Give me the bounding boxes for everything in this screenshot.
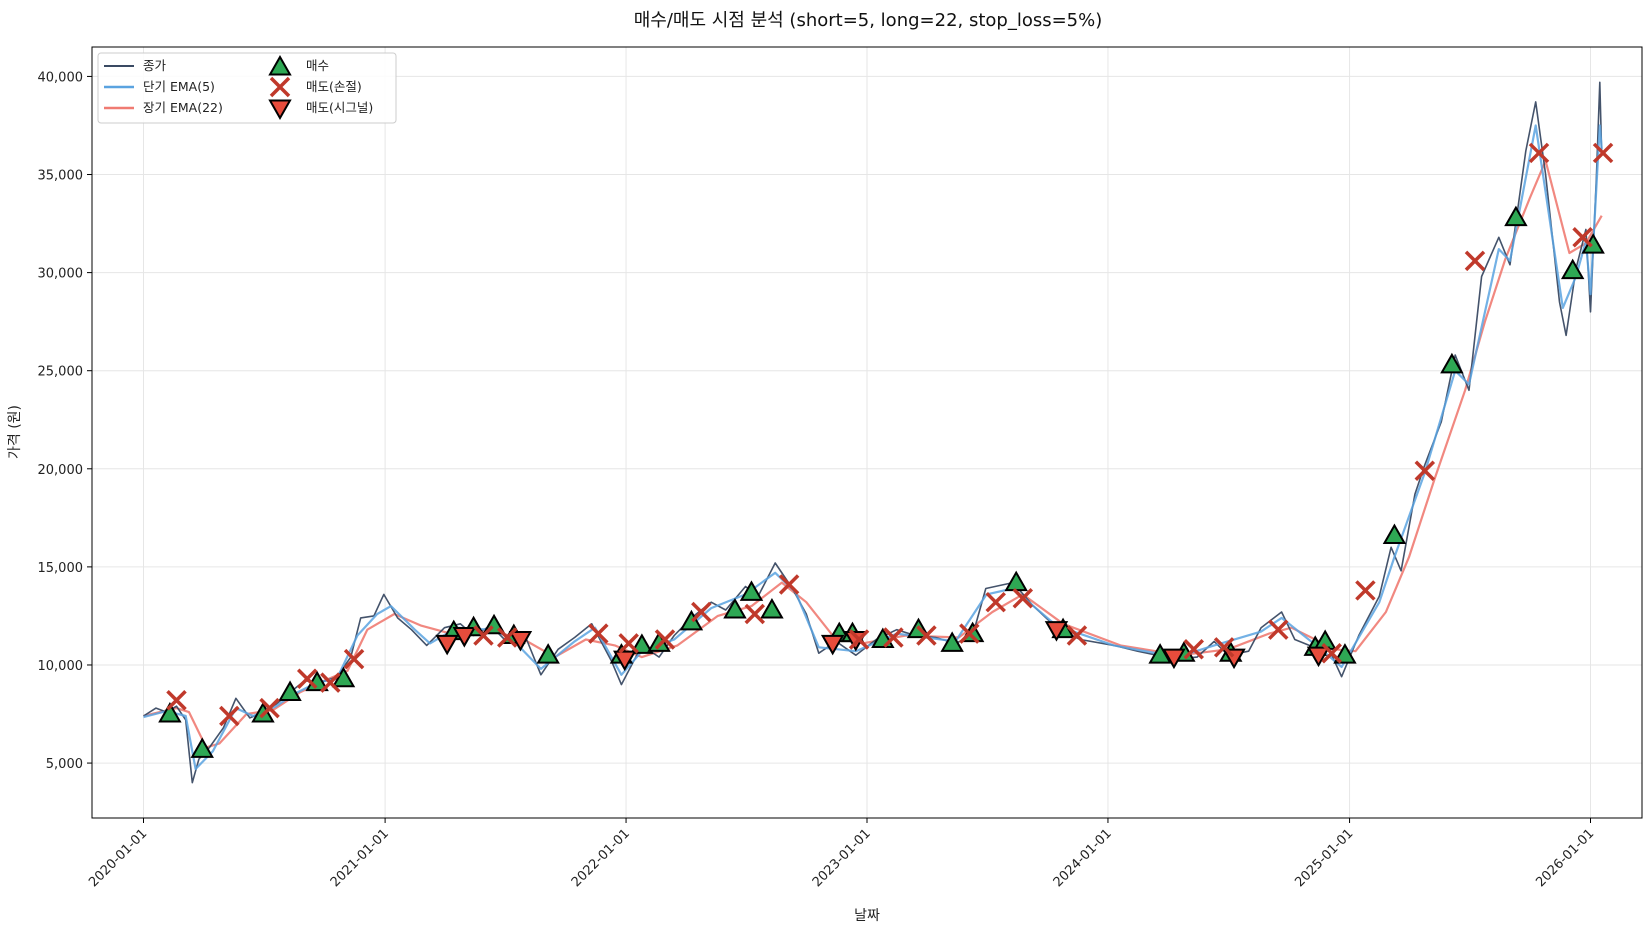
sell-signal-marker	[1162, 648, 1186, 670]
sell-signal-marker	[613, 650, 637, 672]
sell-stop-marker	[654, 629, 676, 650]
buy-marker	[278, 680, 302, 701]
sell-signal-marker	[820, 634, 845, 656]
buy-marker	[739, 580, 764, 601]
sell-stop-marker	[778, 574, 800, 595]
buy-marker	[536, 643, 560, 664]
buy-marker	[1560, 258, 1585, 280]
legend-close-label: 종가	[143, 58, 167, 73]
buy-marker	[1504, 205, 1528, 227]
sell-stop-marker	[618, 633, 639, 654]
x-axis-label: 날짜	[854, 908, 880, 924]
sell-stop-marker	[219, 705, 240, 727]
buy-marker	[190, 737, 214, 758]
y-tick-label: 15,000	[38, 561, 84, 576]
legend-sell-signal-label: 매도(시그널)	[306, 100, 373, 115]
buy-marker	[630, 633, 654, 654]
y-tick-label: 5,000	[46, 757, 83, 772]
legend-sell-stop-marker	[269, 76, 291, 98]
buy-marker	[158, 702, 182, 723]
sell-stop-marker	[985, 591, 1006, 613]
sell-stop-marker	[296, 668, 318, 689]
sell-stop-marker	[1572, 227, 1593, 248]
legend-buy-label: 매수	[306, 58, 329, 73]
buy-marker	[1440, 352, 1464, 374]
legend-ema-long-label: 장기 EMA(22)	[143, 100, 223, 115]
legend-sell-stop-label: 매도(손절)	[306, 79, 362, 94]
sell-stop-marker	[343, 648, 365, 670]
signal-markers	[158, 142, 1614, 758]
buy-marker	[331, 666, 356, 688]
sell-stop-marker	[883, 627, 904, 648]
legend-ema-short-label: 단기 EMA(5)	[143, 79, 215, 94]
legend-buy-marker	[268, 54, 292, 76]
legend: 종가 단기 EMA(5) 장기 EMA(22) 매수 매도(손절) 매도(시그널…	[97, 52, 397, 124]
sell-stop-marker	[959, 623, 980, 644]
sell-stop-marker	[588, 623, 609, 644]
sell-stop-marker	[166, 690, 187, 711]
y-tick-label: 20,000	[38, 463, 84, 478]
buy-marker	[1333, 643, 1357, 664]
y-tick-label: 40,000	[38, 70, 84, 85]
sell-stop-marker	[1183, 639, 1205, 660]
sell-stop-marker	[1592, 142, 1614, 164]
sell-stop-marker	[1464, 250, 1486, 272]
legend-markers	[268, 54, 292, 121]
sell-signal-marker	[508, 630, 533, 652]
chart-title: 매수/매도 시점 분석 (short=5, long=22, stop_loss…	[634, 10, 1103, 31]
sell-stop-marker	[916, 625, 937, 646]
sell-stop-marker	[744, 603, 766, 625]
buy-marker	[723, 598, 747, 619]
sell-stop-marker	[1012, 588, 1034, 609]
sell-stop-marker	[320, 672, 341, 693]
buy-marker	[1382, 523, 1407, 544]
sell-stop-marker	[691, 601, 712, 623]
buy-marker	[1148, 643, 1172, 664]
y-tick-label: 10,000	[38, 659, 84, 674]
sell-stop-marker	[1414, 460, 1436, 481]
legend-box	[97, 52, 397, 124]
y-tick-label: 35,000	[38, 169, 84, 184]
sell-stop-marker	[1528, 142, 1550, 164]
buy-marker	[940, 631, 964, 652]
sell-signal-marker	[1044, 621, 1069, 642]
y-axis-label: 가격 (원)	[7, 405, 23, 459]
y-tick-label: 25,000	[38, 365, 84, 380]
sell-stop-marker	[496, 627, 518, 648]
sell-stop-marker	[1321, 642, 1342, 664]
buy-marker	[760, 598, 784, 619]
sell-stop-marker	[848, 629, 870, 650]
sell-stop-marker	[1268, 619, 1289, 640]
legend-sell-signal-marker	[268, 99, 292, 121]
sell-signal-marker	[1306, 646, 1331, 668]
sell-signal-marker	[452, 627, 477, 648]
gridlines	[92, 47, 1642, 818]
y-tick-label: 30,000	[38, 267, 84, 282]
buy-marker	[679, 609, 704, 631]
sell-stop-marker	[473, 625, 494, 646]
y-axis-ticks: 5,000 10,000 15,000 20,000 25,000 30,000 35,00…	[38, 70, 92, 772]
sell-stop-marker	[259, 697, 280, 719]
sell-stop-marker	[1066, 625, 1088, 646]
sell-signal-marker	[435, 634, 459, 656]
sell-stop-marker	[1213, 637, 1235, 658]
sell-stop-marker	[1355, 580, 1376, 601]
